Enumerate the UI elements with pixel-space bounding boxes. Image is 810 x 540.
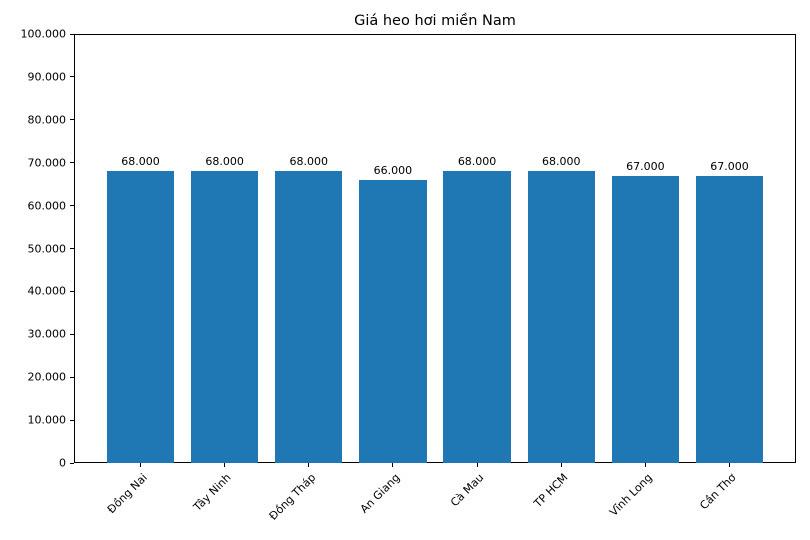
- y-tick-label: 10.000: [27, 413, 67, 427]
- y-tick-label: 30.000: [27, 327, 67, 341]
- y-tick-label: 100.000: [20, 27, 67, 41]
- x-tick-label: Cà Mau: [447, 471, 487, 510]
- x-tick-label: Đồng Tháp: [266, 471, 318, 523]
- y-tick-mark: [70, 248, 74, 249]
- y-tick-label: 70.000: [27, 156, 67, 170]
- y-tick-mark: [70, 333, 74, 335]
- y-tick-mark: [70, 76, 74, 78]
- x-tick-label: TP HCM: [531, 471, 571, 511]
- x-tick-mark: [392, 463, 394, 467]
- plot-area: [74, 34, 796, 463]
- y-tick-mark: [70, 162, 74, 164]
- x-tick-mark: [139, 463, 141, 467]
- bar-value-label: 68.000: [121, 155, 160, 169]
- y-tick-mark: [70, 376, 74, 378]
- bar-value-label: 68.000: [541, 155, 581, 169]
- x-tick-label: An Giang: [357, 471, 403, 516]
- x-tick-mark: [308, 463, 310, 467]
- bar: [190, 171, 259, 463]
- bar: [106, 171, 175, 463]
- y-tick-label: 50.000: [27, 242, 67, 255]
- y-tick-mark: [70, 33, 74, 35]
- bar-value-label: 68.000: [289, 155, 329, 169]
- y-tick-label: 0: [59, 456, 66, 470]
- bar: [443, 171, 511, 463]
- y-tick-label: 40.000: [27, 284, 67, 298]
- bar: [275, 171, 343, 463]
- x-tick-mark: [224, 463, 226, 467]
- x-tick-mark: [560, 463, 562, 467]
- x-tick-label: Tây Ninh: [191, 471, 234, 514]
- y-tick-label: 90.000: [27, 70, 67, 84]
- bar-value-label: 68.000: [457, 155, 497, 169]
- bar: [695, 175, 764, 463]
- bar: [527, 171, 595, 463]
- x-tick-mark: [729, 463, 731, 467]
- y-tick-mark: [70, 205, 74, 207]
- chart-title: Giá heo hơi miền Nam: [354, 13, 516, 29]
- x-tick-label: Vĩnh Long: [606, 471, 655, 519]
- x-tick-label: Đồng Nai: [104, 471, 150, 517]
- y-tick-label: 20.000: [27, 370, 67, 384]
- bar-value-label: 68.000: [205, 155, 244, 169]
- bar-value-label: 66.000: [373, 163, 413, 177]
- bar: [611, 175, 680, 463]
- bar-value-label: 67.000: [626, 159, 665, 173]
- y-tick-label: 60.000: [27, 199, 67, 213]
- y-tick-mark: [70, 119, 74, 121]
- x-tick-label: Cần Thơ: [697, 471, 739, 513]
- x-tick-mark: [476, 463, 478, 467]
- y-tick-mark: [70, 290, 74, 292]
- bar: [359, 179, 427, 463]
- x-tick-mark: [644, 463, 646, 467]
- y-tick-label: 80.000: [27, 113, 67, 127]
- bar-value-label: 67.000: [710, 159, 749, 173]
- y-tick-mark: [70, 462, 74, 464]
- y-tick-mark: [70, 419, 74, 421]
